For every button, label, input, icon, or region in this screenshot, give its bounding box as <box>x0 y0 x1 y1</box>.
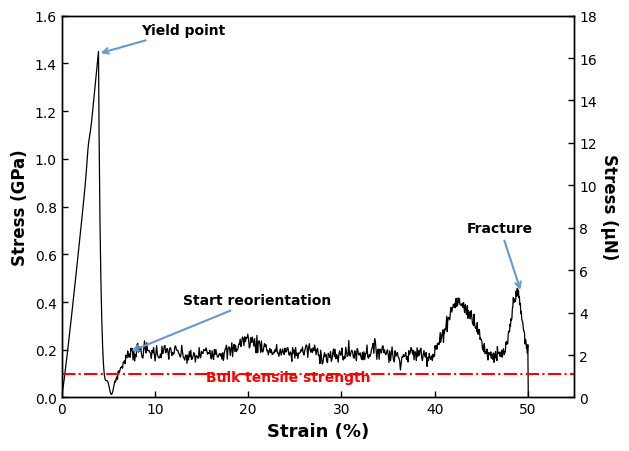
Y-axis label: Stress (μN): Stress (μN) <box>600 154 618 260</box>
Y-axis label: Stress (GPa): Stress (GPa) <box>11 149 29 265</box>
Text: Bulk tensile strength: Bulk tensile strength <box>206 371 370 385</box>
Text: Fracture: Fracture <box>467 222 533 288</box>
Text: Yield point: Yield point <box>103 24 225 55</box>
X-axis label: Strain (%): Strain (%) <box>267 422 369 440</box>
Text: Start reorientation: Start reorientation <box>133 293 331 351</box>
